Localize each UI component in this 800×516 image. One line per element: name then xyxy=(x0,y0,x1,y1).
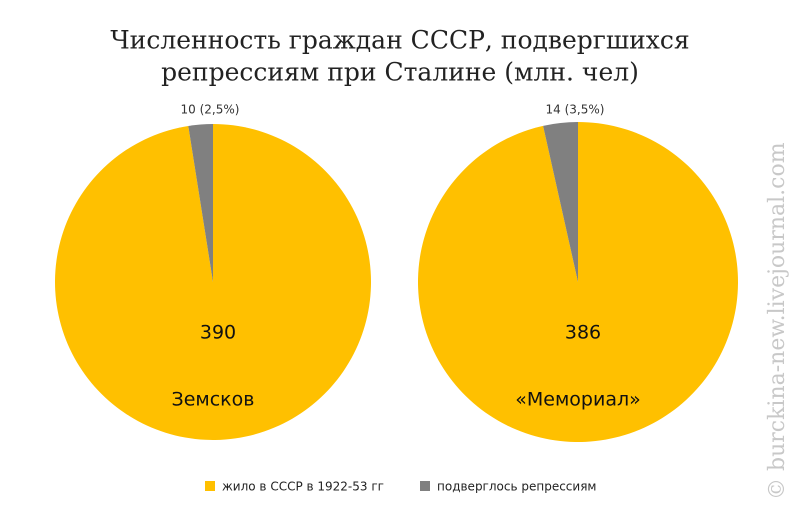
data-label: 390 xyxy=(200,322,236,344)
legend-label: подверглось репрессиям xyxy=(437,480,596,494)
pie-slice xyxy=(55,124,372,440)
watermark: © burckina-new.livejournal.com xyxy=(765,142,790,500)
pie-slice xyxy=(188,124,213,282)
pie-label: «Мемориал» xyxy=(515,389,641,411)
pie-label: Земсков xyxy=(172,389,255,411)
chart-title: Численность граждан СССР, подвергшихся xyxy=(110,26,689,55)
pie-slice xyxy=(418,122,738,443)
data-label: 14 (3,5%) xyxy=(546,103,605,117)
data-label: 10 (2,5%) xyxy=(181,103,240,117)
data-label: 386 xyxy=(565,322,601,344)
chart-title: репрессиям при Сталине (млн. чел) xyxy=(161,58,639,87)
legend-swatch xyxy=(420,481,430,491)
legend-swatch xyxy=(205,481,215,491)
pie-slice xyxy=(543,122,578,282)
legend-label: жило в СССР в 1922-53 гг xyxy=(222,480,384,494)
